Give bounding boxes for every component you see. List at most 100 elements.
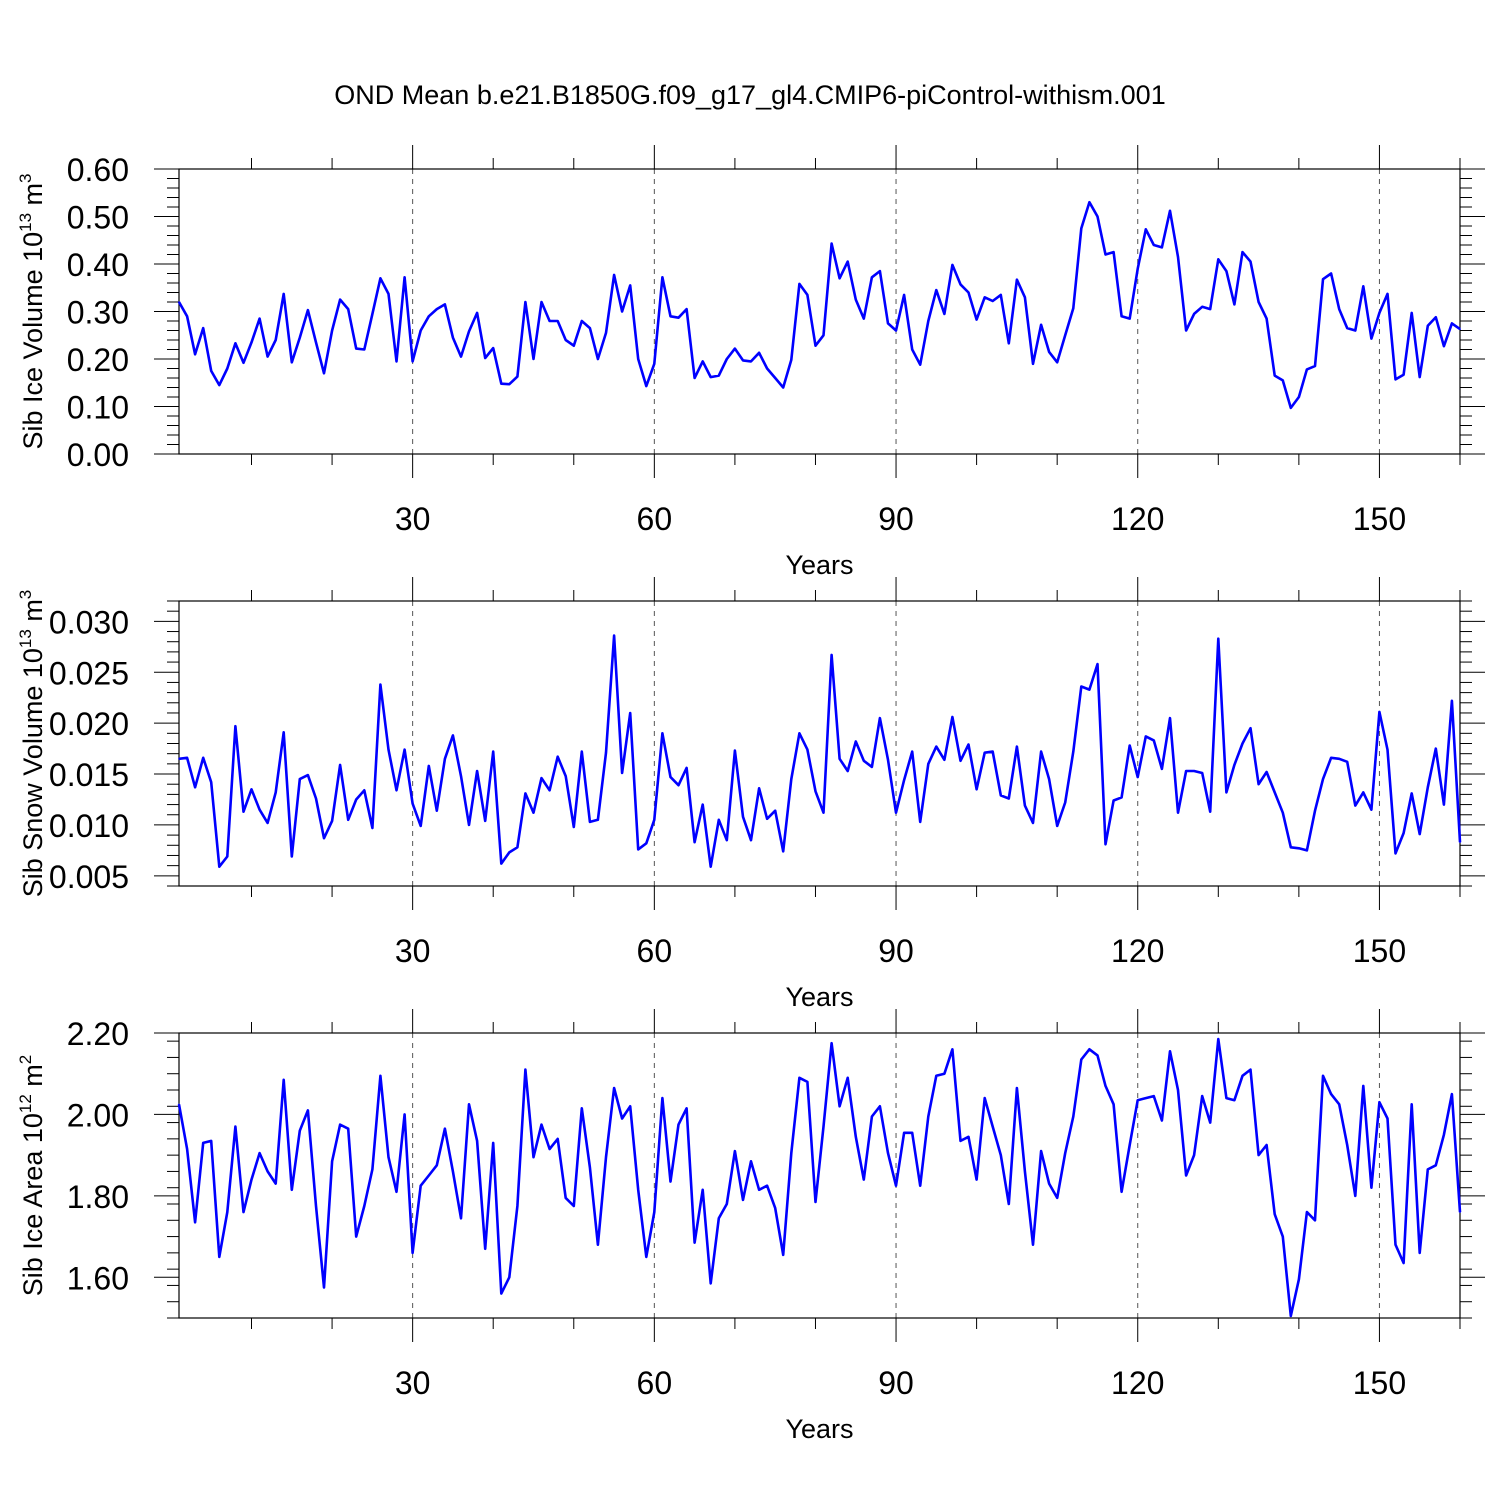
ice-volume-data-point bbox=[814, 344, 817, 347]
snow-volume-data-point bbox=[685, 767, 688, 769]
ice-area-data-point bbox=[951, 1048, 954, 1051]
ice-area-data-point bbox=[935, 1074, 938, 1077]
snow-volume-data-point bbox=[274, 791, 277, 794]
ice-volume-data-point bbox=[178, 301, 180, 303]
ice-volume-data-point bbox=[750, 360, 752, 363]
snow-volume-data-point bbox=[1128, 744, 1131, 747]
ice-area-data-point bbox=[210, 1140, 213, 1142]
snow-volume-x-tick-label: 60 bbox=[637, 933, 673, 969]
ice-area-data-point bbox=[532, 1156, 535, 1158]
ice-volume-data-point bbox=[540, 301, 543, 303]
snow-volume-data-point bbox=[1233, 764, 1236, 766]
snow-volume-data-point bbox=[581, 750, 583, 753]
ice-volume-x-tick-label: 30 bbox=[395, 501, 431, 537]
ice-area-data-point bbox=[516, 1205, 519, 1207]
ice-area-data-point bbox=[379, 1074, 382, 1077]
snow-volume-data-point bbox=[379, 683, 382, 686]
ice-volume-data-point bbox=[1330, 272, 1332, 275]
ice-volume-data-point bbox=[331, 329, 333, 332]
ice-volume-data-point bbox=[919, 363, 922, 366]
snow-volume-data-point bbox=[419, 825, 422, 827]
ice-area-data-point bbox=[1418, 1252, 1421, 1254]
ice-area-data-point bbox=[1024, 1170, 1026, 1173]
ice-area-data-point bbox=[1346, 1144, 1349, 1146]
ice-volume-data-point bbox=[1064, 334, 1067, 337]
ice-volume-data-point bbox=[1161, 246, 1163, 249]
ice-area-data-point bbox=[395, 1190, 398, 1193]
ice-volume-data-point bbox=[935, 289, 938, 291]
ice-volume-y-tick-label: 0.20 bbox=[67, 342, 129, 378]
ice-area-data-point bbox=[1080, 1058, 1083, 1061]
ice-volume-data-point bbox=[315, 341, 317, 344]
snow-volume-data-point bbox=[838, 757, 841, 760]
snow-volume-x-tick-label: 90 bbox=[878, 933, 914, 969]
snow-volume-data-point bbox=[709, 865, 712, 868]
ice-volume-data-point bbox=[766, 367, 768, 370]
snow-volume-data-point bbox=[492, 750, 495, 753]
ice-volume-data-point bbox=[1290, 407, 1292, 409]
ice-volume-data-point bbox=[307, 309, 309, 311]
ice-volume-data-point bbox=[605, 332, 607, 334]
snow-volume-data-point bbox=[863, 760, 865, 762]
snow-volume-y-tick-label: 0.020 bbox=[49, 706, 129, 742]
ice-volume-data-point bbox=[436, 308, 438, 310]
ice-volume-data-point bbox=[822, 334, 825, 337]
ice-area-y-tick-label: 1.60 bbox=[67, 1260, 129, 1296]
snow-volume-data-point bbox=[1120, 796, 1123, 799]
ice-area-data-point bbox=[1008, 1203, 1010, 1205]
ice-area-data-point bbox=[436, 1164, 438, 1167]
snow-volume-data-point bbox=[532, 811, 535, 814]
ice-area-data-point bbox=[1177, 1089, 1179, 1091]
ice-area-data-point bbox=[468, 1103, 470, 1106]
snow-volume-data-point bbox=[218, 865, 221, 868]
ice-volume-data-point bbox=[363, 348, 366, 351]
ice-area-data-point bbox=[403, 1113, 406, 1116]
ice-volume-x-axis-title: Years bbox=[785, 550, 853, 580]
ice-volume-data-point bbox=[516, 375, 519, 378]
ice-area-data-point bbox=[1265, 1144, 1268, 1146]
ice-area-data-point bbox=[524, 1068, 527, 1071]
ice-volume-data-point bbox=[484, 357, 486, 359]
snow-volume-data-point bbox=[766, 818, 768, 820]
snow-volume-data-point bbox=[572, 826, 575, 828]
ice-volume-data-point bbox=[1265, 317, 1268, 320]
ice-volume-data-point bbox=[339, 298, 341, 301]
snow-volume-y-axis-title-part: Sib Snow Volume 10 bbox=[18, 648, 48, 897]
snow-volume-data-point bbox=[1161, 768, 1163, 770]
snow-volume-x-tick-label: 120 bbox=[1111, 933, 1164, 969]
ice-volume-data-point bbox=[597, 358, 599, 360]
ice-area-x-tick-label: 30 bbox=[395, 1365, 431, 1401]
ice-volume-y-tick-label: 0.50 bbox=[67, 200, 129, 236]
snow-volume-data-point bbox=[887, 758, 889, 761]
snow-volume-data-point bbox=[967, 743, 970, 746]
ice-area-data-point bbox=[508, 1276, 511, 1279]
ice-area-data-point bbox=[1193, 1154, 1195, 1156]
ice-area-data-point bbox=[871, 1115, 873, 1118]
ice-area-data-point bbox=[822, 1125, 825, 1128]
ice-volume-data-point bbox=[621, 310, 623, 313]
ice-area-data-point bbox=[1048, 1182, 1050, 1185]
ice-volume-data-point bbox=[323, 372, 325, 375]
ice-area-data-point bbox=[1016, 1087, 1018, 1089]
snow-volume-data-point bbox=[258, 808, 261, 811]
snow-volume-data-point bbox=[427, 765, 430, 767]
snow-volume-data-point bbox=[1016, 745, 1018, 748]
ice-area-data-point bbox=[943, 1072, 946, 1075]
ice-area-data-point bbox=[323, 1286, 325, 1289]
ice-area-data-point bbox=[750, 1160, 752, 1163]
snow-volume-data-point bbox=[1153, 739, 1155, 742]
ice-area-data-point bbox=[983, 1097, 986, 1099]
ice-volume-y-axis-title: Sib Ice Volume 1013 m3 bbox=[16, 173, 48, 449]
ice-area-data-point bbox=[460, 1217, 462, 1220]
snow-volume-data-point bbox=[717, 819, 720, 821]
snow-volume-data-point bbox=[1209, 810, 1212, 813]
ice-area-data-point bbox=[589, 1166, 591, 1169]
ice-area-data-point bbox=[258, 1152, 261, 1154]
snow-volume-data-point bbox=[669, 776, 672, 778]
ice-area-data-point bbox=[1459, 1211, 1461, 1213]
snow-volume-frame bbox=[178, 600, 1461, 887]
ice-area-data-point bbox=[661, 1097, 664, 1099]
ice-volume-data-point bbox=[186, 315, 188, 318]
ice-area-data-point bbox=[1056, 1197, 1058, 1199]
ice-area-data-point bbox=[234, 1125, 237, 1128]
